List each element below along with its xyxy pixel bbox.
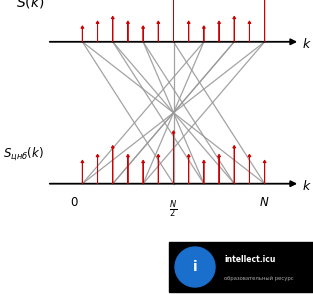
- FancyArrow shape: [111, 16, 114, 42]
- FancyArrow shape: [157, 21, 160, 42]
- Text: $\frac{N}{2}$: $\frac{N}{2}$: [169, 199, 177, 220]
- FancyArrow shape: [172, 0, 175, 42]
- FancyArrow shape: [126, 154, 130, 184]
- FancyArrow shape: [248, 21, 251, 42]
- FancyArrow shape: [233, 16, 236, 42]
- FancyArrow shape: [203, 26, 205, 42]
- FancyArrow shape: [218, 154, 221, 184]
- FancyArrow shape: [233, 146, 236, 184]
- FancyArrow shape: [263, 160, 266, 184]
- Text: $S(k)$: $S(k)$: [16, 0, 44, 10]
- FancyArrow shape: [81, 26, 84, 42]
- Text: образовательный ресурс: образовательный ресурс: [224, 275, 294, 280]
- FancyArrow shape: [126, 21, 130, 42]
- FancyArrow shape: [263, 0, 266, 42]
- Text: i: i: [193, 260, 197, 274]
- FancyBboxPatch shape: [169, 242, 313, 292]
- FancyArrow shape: [248, 154, 251, 184]
- Text: $k$: $k$: [302, 37, 312, 51]
- FancyArrow shape: [203, 160, 205, 184]
- FancyArrow shape: [111, 146, 114, 184]
- FancyArrow shape: [141, 26, 145, 42]
- FancyArrow shape: [81, 160, 84, 184]
- FancyArrow shape: [141, 160, 145, 184]
- Circle shape: [175, 247, 215, 287]
- Text: intellect.icu: intellect.icu: [224, 255, 275, 264]
- Text: $S_{\mathregular{цнб}}(k)$: $S_{\mathregular{цнб}}(k)$: [3, 146, 44, 163]
- FancyArrow shape: [218, 21, 221, 42]
- Text: $k$: $k$: [302, 179, 312, 193]
- FancyArrow shape: [157, 154, 160, 184]
- FancyArrow shape: [172, 131, 175, 184]
- Text: $0$: $0$: [70, 196, 79, 209]
- FancyArrow shape: [96, 154, 99, 184]
- FancyArrow shape: [187, 21, 190, 42]
- FancyArrow shape: [187, 154, 190, 184]
- Text: $N$: $N$: [259, 196, 270, 209]
- FancyArrow shape: [96, 21, 99, 42]
